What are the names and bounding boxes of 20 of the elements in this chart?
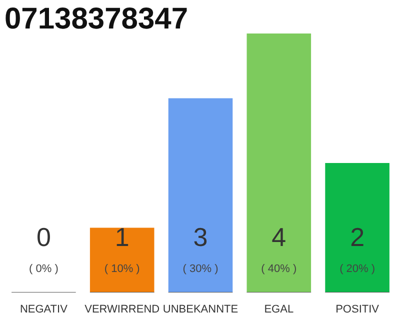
- bar: [90, 228, 154, 292]
- annotation: 4: [272, 222, 286, 252]
- data-label: ( 40% ): [261, 263, 297, 276]
- chart-title: 07138378347: [4, 2, 188, 36]
- x-tick-label: NEGATIV: [20, 304, 68, 316]
- data-label: ( 30% ): [182, 263, 218, 276]
- annotation: 1: [114, 222, 130, 252]
- x-tick-label: UNBEKANNTE: [162, 304, 238, 316]
- data-label: ( 10% ): [104, 263, 140, 276]
- x-tick-label: POSITIV: [336, 304, 380, 316]
- x-tick-label: VERWIRREND: [84, 304, 160, 316]
- data-label: ( 0% ): [29, 263, 58, 276]
- data-label: ( 20% ): [340, 263, 376, 276]
- bar: [325, 163, 390, 292]
- bar: [246, 34, 312, 292]
- x-tick-label: EGAL: [264, 304, 294, 316]
- bar: [168, 98, 233, 292]
- annotation: 2: [350, 222, 365, 252]
- annotation: 0: [36, 222, 51, 252]
- annotation: 3: [193, 222, 208, 252]
